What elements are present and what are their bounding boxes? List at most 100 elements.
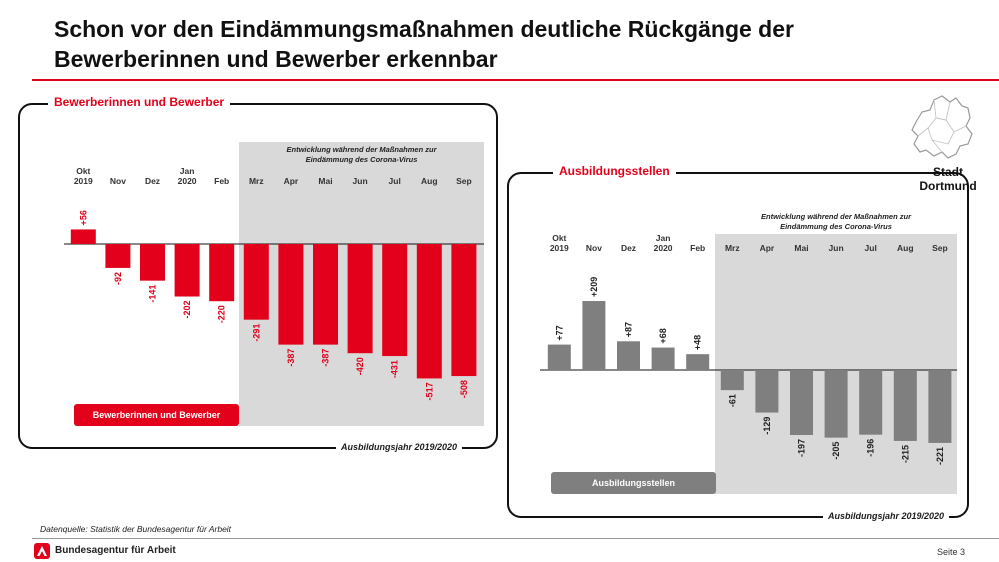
- bar: [416, 244, 442, 379]
- data-label: -420: [355, 357, 365, 375]
- category-label: Dez: [621, 243, 636, 253]
- bar: [313, 244, 338, 345]
- bar: [651, 347, 675, 370]
- positions-bar-chart: Entwicklung während der Maßnahmen zurEin…: [540, 212, 957, 494]
- category-label: Aug: [897, 243, 914, 253]
- title-divider: [32, 79, 999, 81]
- applicants-chart-panel: [18, 103, 498, 449]
- corona-period-note: Eindämmung des Corona-Virus: [306, 155, 418, 164]
- corona-period-shading: [715, 234, 957, 494]
- category-label: Mai: [318, 176, 332, 186]
- bar: [893, 370, 917, 441]
- data-label: +68: [658, 328, 668, 343]
- data-label: +209: [589, 277, 599, 297]
- bar: [140, 244, 165, 281]
- data-label: -291: [251, 324, 261, 342]
- positions-chart-title: Ausbildungsstellen: [553, 164, 676, 178]
- data-label: -387: [286, 349, 296, 367]
- data-label: -431: [390, 360, 400, 378]
- data-label: -196: [866, 439, 876, 457]
- data-label: +48: [693, 335, 703, 350]
- data-label: -202: [182, 301, 192, 319]
- agency-logo-icon: [34, 543, 50, 559]
- applicants-bar-chart: Entwicklung während der Maßnahmen zurEin…: [64, 142, 484, 426]
- corona-period-note: Eindämmung des Corona-Virus: [780, 222, 892, 231]
- category-label: Mrz: [725, 243, 740, 253]
- bar: [243, 244, 269, 320]
- category-label: 2019: [550, 243, 569, 253]
- city-label-line-1: Stadt: [933, 165, 963, 179]
- data-label: +77: [554, 325, 564, 340]
- bar: [859, 370, 883, 435]
- footer-divider: [32, 538, 999, 539]
- legend-label: Bewerberinnen und Bewerber: [93, 410, 221, 420]
- category-label: Apr: [284, 176, 299, 186]
- data-label: -205: [831, 442, 841, 460]
- category-label: Dez: [145, 176, 160, 186]
- data-label: -215: [900, 445, 910, 463]
- bar: [105, 244, 131, 268]
- data-label: -220: [217, 305, 227, 323]
- category-label: Okt: [76, 166, 90, 176]
- bar: [790, 370, 813, 436]
- category-label: Jun: [353, 176, 368, 186]
- data-label: -508: [459, 380, 469, 398]
- category-label: Aug: [421, 176, 438, 186]
- applicants-chart-title: Bewerberinnen und Bewerber: [48, 95, 231, 109]
- page-title-line-1: Schon vor den Eindämmungsmaßnahmen deutl…: [54, 16, 794, 42]
- corona-period-note: Entwicklung während der Maßnahmen zur: [761, 212, 912, 221]
- legend-label: Ausbildungsstellen: [592, 478, 675, 488]
- category-label: Jul: [865, 243, 877, 253]
- bar: [382, 244, 408, 357]
- data-label: -61: [727, 394, 737, 407]
- city-label: Stadt Dortmund: [904, 165, 992, 193]
- bar: [70, 229, 96, 244]
- category-label: Mrz: [249, 176, 264, 186]
- city-label-line-2: Dortmund: [919, 179, 977, 193]
- category-label: 2019: [74, 176, 93, 186]
- data-label: -517: [424, 382, 434, 400]
- corona-period-note: Entwicklung während der Maßnahmen zur: [286, 145, 437, 154]
- category-label: Jul: [389, 176, 401, 186]
- category-label: Jan: [180, 166, 195, 176]
- positions-chart-panel: [507, 172, 969, 518]
- bar: [278, 244, 304, 345]
- category-label: Sep: [456, 176, 472, 186]
- page-number: Seite 3: [937, 547, 966, 557]
- data-label: -92: [113, 272, 123, 285]
- page-title: Schon vor den Eindämmungsmaßnahmen deutl…: [54, 14, 954, 74]
- bar: [347, 244, 373, 354]
- organization-name: Bundesagentur für Arbeit: [55, 545, 176, 556]
- positions-chart-footer: Ausbildungsjahr 2019/2020: [823, 511, 950, 521]
- category-label: Jun: [829, 243, 844, 253]
- category-label: Nov: [586, 243, 602, 253]
- category-label: Feb: [214, 176, 229, 186]
- category-label: Feb: [690, 243, 705, 253]
- category-label: Apr: [760, 243, 775, 253]
- data-label: -221: [935, 447, 945, 465]
- bar: [174, 244, 200, 297]
- bar: [547, 344, 571, 370]
- data-source-note: Datenquelle: Statistik der Bundesagentur…: [40, 524, 232, 534]
- category-label: Jan: [656, 233, 671, 243]
- bar: [928, 370, 952, 443]
- bar: [824, 370, 848, 438]
- category-label: Sep: [932, 243, 948, 253]
- bar: [686, 354, 710, 370]
- category-label: Mai: [794, 243, 808, 253]
- legend-key: [74, 404, 239, 426]
- bar: [451, 244, 477, 377]
- data-label: +87: [624, 322, 634, 337]
- data-label: -387: [321, 349, 331, 367]
- bar: [755, 370, 779, 413]
- bar: [209, 244, 235, 302]
- data-label: -141: [148, 285, 158, 303]
- dortmund-map-icon: [911, 95, 973, 159]
- data-label: -129: [762, 417, 772, 435]
- data-label: +56: [78, 210, 88, 225]
- category-label: Okt: [552, 233, 566, 243]
- category-label: 2020: [654, 243, 673, 253]
- bar: [617, 341, 640, 370]
- category-label: 2020: [178, 176, 197, 186]
- applicants-chart-footer: Ausbildungsjahr 2019/2020: [336, 442, 463, 452]
